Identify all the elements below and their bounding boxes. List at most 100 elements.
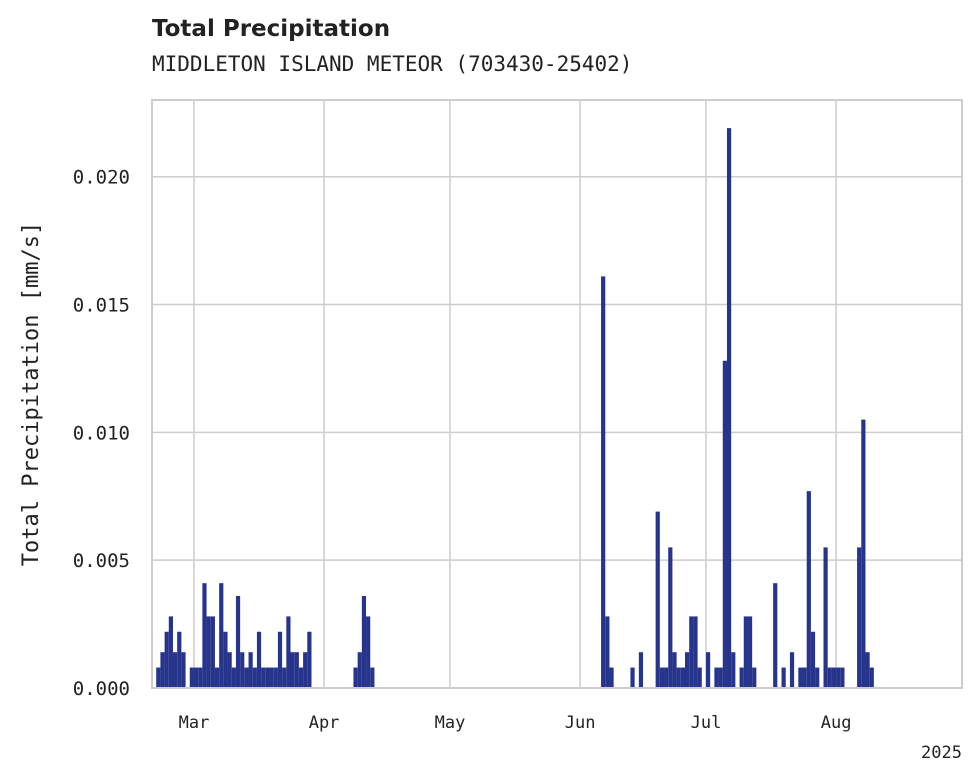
precipitation-bar bbox=[781, 667, 786, 688]
precipitation-bar bbox=[752, 667, 757, 688]
precipitation-bar bbox=[256, 631, 262, 688]
precipitation-bar bbox=[282, 667, 287, 688]
precipitation-bar bbox=[273, 667, 278, 688]
precipitation-bar bbox=[303, 652, 308, 688]
grid-lines bbox=[152, 100, 962, 689]
precipitation-bar bbox=[206, 616, 211, 688]
precipitation-bar bbox=[210, 616, 215, 688]
precipitation-bar bbox=[693, 616, 698, 688]
precipitation-bar bbox=[718, 667, 723, 688]
precipitation-bar bbox=[655, 511, 660, 688]
y-axis-label: Total Precipitation [mm/s] bbox=[19, 222, 44, 566]
precipitation-bar bbox=[366, 616, 371, 688]
precipitation-bar bbox=[747, 616, 753, 688]
precipitation-bar bbox=[739, 667, 744, 688]
precipitation-bar bbox=[685, 652, 690, 688]
precipitation-bar bbox=[294, 652, 299, 688]
precipitation-bar bbox=[177, 631, 182, 688]
precipitation-bar bbox=[680, 667, 686, 688]
precipitation-bar bbox=[277, 631, 283, 688]
precipitation-bar bbox=[802, 667, 807, 688]
precipitation-bar bbox=[869, 667, 874, 688]
precipitation-bar bbox=[240, 652, 245, 688]
precipitation-bar bbox=[601, 276, 606, 688]
precipitation-bar bbox=[202, 583, 207, 688]
precipitation-bar bbox=[231, 667, 236, 688]
y-tick-label: 0.015 bbox=[73, 295, 130, 317]
precipitation-bar bbox=[235, 595, 241, 688]
precipitation-bar bbox=[659, 667, 665, 688]
x-tick-label: Mar bbox=[179, 713, 210, 733]
y-tick-labels: 0.000 0.005 0.010 0.015 0.020 bbox=[73, 167, 130, 700]
precipitation-bar bbox=[244, 667, 249, 688]
precipitation-bar bbox=[861, 419, 866, 688]
precipitation-bar bbox=[223, 631, 228, 688]
precipitation-bar bbox=[676, 667, 681, 688]
precipitation-bar bbox=[353, 667, 358, 688]
precipitation-bar bbox=[214, 667, 220, 688]
precipitation-bar bbox=[265, 667, 270, 688]
precipitation-bar bbox=[198, 667, 203, 688]
precipitation-bar bbox=[731, 652, 736, 688]
x-tick-label: Apr bbox=[309, 713, 340, 733]
precipitation-bar bbox=[806, 491, 811, 688]
precipitation-bar bbox=[827, 667, 832, 688]
precipitation-bar bbox=[705, 652, 711, 688]
precipitation-bar bbox=[252, 667, 257, 688]
precipitation-bar bbox=[160, 652, 165, 688]
precipitation-bar bbox=[156, 667, 161, 688]
precipitation-bar bbox=[181, 652, 186, 688]
precipitation-bar bbox=[286, 616, 291, 688]
precipitation-bar bbox=[357, 652, 362, 688]
precipitation-bar bbox=[697, 667, 702, 688]
precipitation-bar bbox=[227, 652, 232, 688]
chart-subtitle: MIDDLETON ISLAND METEOR (703430-25402) bbox=[152, 52, 633, 76]
precipitation-bar bbox=[189, 667, 194, 688]
precipitation-bar bbox=[857, 547, 862, 688]
precipitation-bar bbox=[743, 616, 748, 688]
precipitation-bar bbox=[638, 652, 644, 688]
plot-frame bbox=[151, 99, 963, 689]
precipitation-bar bbox=[609, 667, 614, 688]
year-label: 2025 bbox=[921, 743, 962, 763]
precipitation-bar bbox=[773, 583, 778, 688]
chart-title: Total Precipitation bbox=[152, 16, 391, 42]
precipitation-bar bbox=[172, 652, 178, 688]
precipitation-bar bbox=[630, 667, 635, 688]
precipitation-bar bbox=[248, 652, 253, 688]
precipitation-bar bbox=[672, 652, 677, 688]
x-tick-label: May bbox=[435, 713, 466, 733]
y-tick-label: 0.005 bbox=[73, 550, 130, 572]
precipitation-bar bbox=[261, 667, 266, 688]
bar-series bbox=[156, 128, 874, 689]
x-tick-label: Jul bbox=[691, 713, 722, 733]
x-tick-label: Aug bbox=[821, 713, 852, 733]
precipitation-bar bbox=[722, 360, 727, 688]
x-tick-labels: Mar Apr May Jun Jul Aug bbox=[179, 713, 852, 733]
precipitation-bar bbox=[810, 631, 816, 688]
precipitation-bar bbox=[219, 583, 224, 688]
precipitation-bar bbox=[865, 652, 870, 688]
precipitation-bar bbox=[831, 667, 837, 688]
precipitation-bar bbox=[168, 616, 173, 688]
y-tick-label: 0.020 bbox=[73, 167, 130, 189]
precipitation-bar bbox=[361, 595, 367, 688]
precipitation-bar bbox=[815, 667, 820, 688]
precipitation-bar bbox=[840, 667, 845, 688]
precipitation-bar bbox=[714, 667, 719, 688]
precipitation-bar bbox=[298, 667, 304, 688]
precipitation-bar bbox=[798, 667, 803, 688]
precipitation-bar bbox=[605, 616, 610, 688]
precipitation-bar bbox=[726, 128, 732, 689]
precipitation-bar bbox=[307, 631, 312, 688]
precipitation-bar bbox=[668, 547, 673, 688]
x-tick-label: Jun bbox=[565, 713, 596, 733]
precipitation-bar bbox=[269, 667, 274, 688]
precipitation-bar bbox=[290, 652, 295, 688]
precipitation-bar bbox=[823, 547, 828, 688]
precipitation-bar bbox=[193, 667, 199, 688]
precipitation-bar bbox=[664, 667, 669, 688]
precipitation-bar bbox=[789, 652, 795, 688]
precipitation-bar bbox=[370, 667, 375, 688]
